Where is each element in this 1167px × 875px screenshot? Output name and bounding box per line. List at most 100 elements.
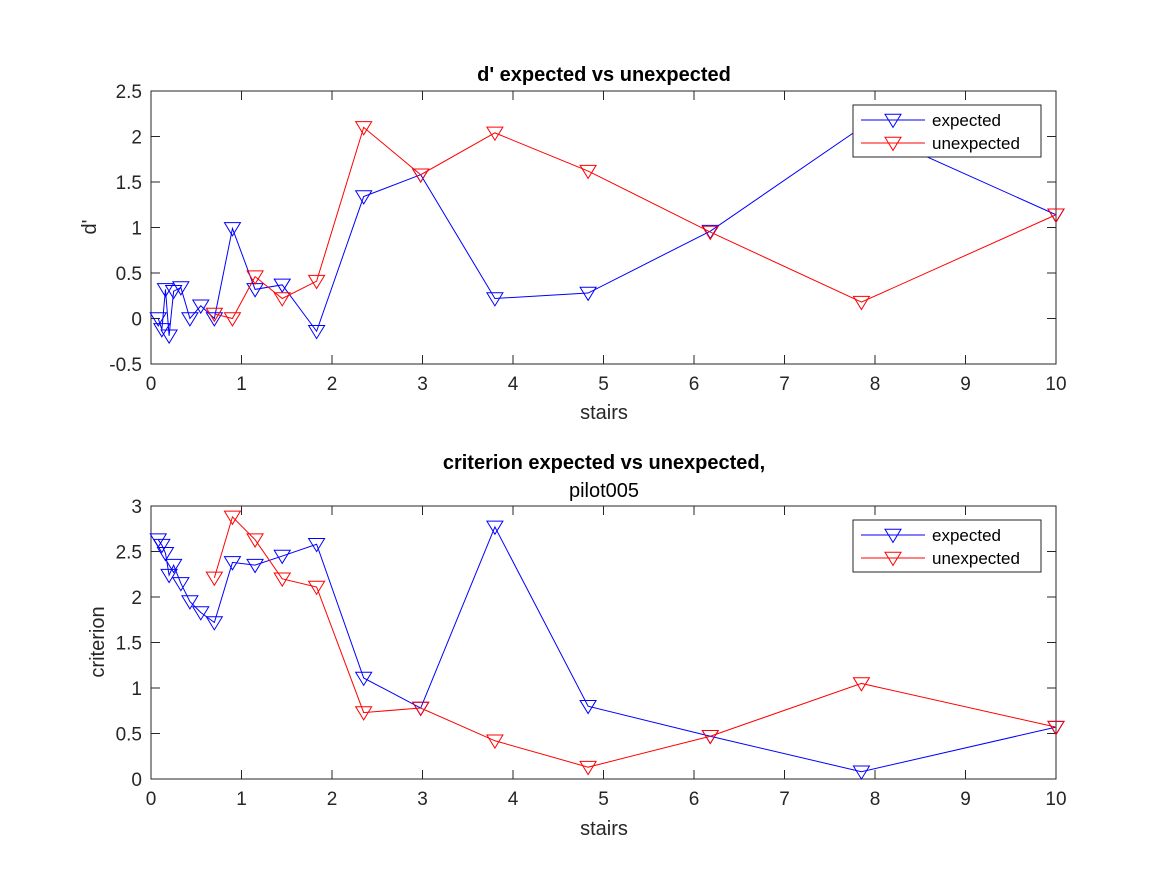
dprime-xtick-label: 8 bbox=[870, 374, 881, 395]
criterion-ytick-label: 1 bbox=[131, 679, 142, 700]
criterion-unexpected-point bbox=[411, 701, 430, 717]
criterion-plot-title: criterion expected vs unexpected, bbox=[443, 452, 765, 474]
criterion-xtick-label: 9 bbox=[960, 789, 971, 810]
dprime-xtick-label: 7 bbox=[779, 374, 790, 395]
dprime-expected-point bbox=[486, 292, 504, 307]
dprime-unexpected-point bbox=[273, 292, 292, 307]
dprime-ytick-label: 0.5 bbox=[116, 264, 142, 285]
criterion-expected-point bbox=[152, 538, 171, 554]
dprime-xtick-label: 5 bbox=[598, 374, 609, 395]
dprime-unexpected-point bbox=[411, 168, 430, 184]
dprime-legend-expected-label: expected bbox=[932, 111, 1001, 130]
dprime-legend-expected-marker bbox=[884, 113, 902, 129]
dprime-expected-point bbox=[223, 222, 242, 237]
criterion-plot-xlabel: stairs bbox=[580, 818, 628, 840]
criterion-expected-point bbox=[223, 556, 242, 571]
dprime-xtick-label: 1 bbox=[236, 374, 247, 395]
dprime-expected-point bbox=[579, 286, 598, 302]
dprime-legend-unexpected-label: unexpected bbox=[932, 134, 1020, 153]
dprime-ytick-label: 1 bbox=[131, 219, 142, 240]
criterion-plot-subtitle: pilot005 bbox=[569, 480, 639, 502]
dprime-unexpected-point bbox=[246, 270, 264, 285]
criterion-unexpected-point bbox=[486, 734, 504, 750]
criterion-expected-point bbox=[852, 765, 871, 781]
criterion-ytick-label: 0 bbox=[131, 770, 142, 791]
dprime-plot-area: 0 1 2 3 4 5 6 7 8 9 10-0.500.511.522.5expectedunex… bbox=[109, 82, 1066, 395]
dprime-unexpected-point bbox=[579, 164, 598, 180]
dprime-expected-point bbox=[205, 312, 224, 327]
dprime-unexpected-line bbox=[214, 126, 1057, 320]
criterion-xtick-label: 0 bbox=[146, 789, 157, 810]
criterion-expected-point bbox=[205, 616, 224, 631]
dprime-legend-unexpected-marker bbox=[884, 136, 902, 152]
dprime-expected-point bbox=[160, 329, 178, 345]
criterion-expected-point bbox=[307, 537, 326, 553]
criterion-legend-unexpected-marker bbox=[884, 551, 902, 567]
criterion-plot-area: 0 1 2 3 4 5 6 7 8 9 10 0 0.5 1 1.5 2 2.5 3 expected unexpec… bbox=[116, 497, 1067, 810]
criterion-unexpected-point bbox=[701, 729, 720, 745]
criterion-unexpected-line bbox=[213, 515, 1057, 768]
criterion-xtick-label: 4 bbox=[508, 789, 519, 810]
dprime-expected-point bbox=[273, 278, 292, 294]
criterion-expected-point bbox=[273, 549, 292, 565]
dprime-expected-line bbox=[157, 126, 1057, 336]
dprime-expected-point bbox=[149, 312, 168, 327]
dprime-ytick-label: 2 bbox=[131, 128, 142, 149]
dprime-plot: d' expected vs unexpected stairs d' 0 1 2 3… bbox=[79, 64, 1067, 424]
criterion-expected-point bbox=[354, 671, 373, 687]
criterion-unexpected-point bbox=[223, 510, 242, 526]
criterion-legend-expected-marker bbox=[884, 528, 902, 544]
dprime-plot-xlabel: stairs bbox=[580, 402, 628, 424]
criterion-unexpected-point bbox=[307, 580, 326, 596]
dprime-unexpected-point bbox=[486, 126, 504, 142]
dprime-expected-point bbox=[171, 281, 190, 296]
dprime-expected-point bbox=[164, 284, 183, 300]
dprime-expected-point bbox=[354, 190, 373, 205]
dprime-xtick-label: 4 bbox=[508, 374, 519, 395]
dprime-unexpected-point bbox=[701, 225, 720, 241]
dprime-xtick-label: 3 bbox=[417, 374, 428, 395]
dprime-ytick-label: 0 bbox=[131, 310, 142, 331]
criterion-ytick-label: 2.5 bbox=[116, 543, 142, 564]
criterion-unexpected-point bbox=[579, 760, 598, 776]
criterion-unexpected-point bbox=[1047, 720, 1065, 736]
criterion-xtick-label: 5 bbox=[598, 789, 609, 810]
dprime-unexpected-point bbox=[354, 121, 373, 136]
criterion-ytick-label: 1.5 bbox=[116, 634, 142, 655]
criterion-legend-unexpected-label: unexpected bbox=[932, 549, 1020, 568]
criterion-expected-point bbox=[486, 520, 504, 536]
criterion-unexpected-point bbox=[273, 572, 292, 588]
dprime-legend: expected unexpected bbox=[852, 104, 1042, 158]
criterion-xtick-label: 7 bbox=[779, 789, 790, 810]
criterion-expected-point bbox=[246, 558, 264, 574]
criterion-xtick-label: 1 bbox=[236, 789, 247, 810]
dprime-plot-title: d' expected vs unexpected bbox=[477, 64, 731, 86]
criterion-expected-point bbox=[164, 558, 183, 574]
criterion-expected-point bbox=[191, 606, 210, 621]
criterion-ytick-label: 2 bbox=[131, 588, 142, 609]
criterion-unexpected-point bbox=[354, 706, 373, 721]
dprime-xtick-label: 2 bbox=[327, 374, 338, 395]
criterion-xtick-label: 8 bbox=[870, 789, 881, 810]
dprime-xtick-label: 10 bbox=[1045, 374, 1066, 395]
criterion-unexpected-point bbox=[246, 533, 264, 548]
dprime-unexpected-point bbox=[1047, 208, 1065, 224]
criterion-unexpected-point bbox=[852, 677, 871, 692]
dprime-ytick-label: -0.5 bbox=[109, 355, 142, 376]
dprime-ytick-label: 1.5 bbox=[116, 173, 142, 194]
dprime-plot-ylabel: d' bbox=[79, 220, 101, 235]
criterion-expected-line bbox=[157, 525, 1057, 773]
criterion-expected-point bbox=[160, 568, 178, 584]
dprime-xtick-label: 0 bbox=[146, 374, 157, 395]
criterion-ytick-label: 0.5 bbox=[116, 725, 142, 746]
dprime-ytick-label: 2.5 bbox=[116, 82, 142, 103]
dprime-legend-box bbox=[852, 104, 1042, 158]
criterion-xtick-label: 6 bbox=[689, 789, 700, 810]
criterion-expected-point bbox=[171, 577, 190, 592]
criterion-expected-point bbox=[156, 547, 175, 562]
dprime-unexpected-point bbox=[307, 274, 326, 290]
criterion-legend-expected-label: expected bbox=[932, 526, 1001, 545]
criterion-legend: expected unexpected bbox=[852, 519, 1042, 573]
criterion-plot: criterion expected vs unexpected, pilot0… bbox=[87, 452, 1067, 840]
